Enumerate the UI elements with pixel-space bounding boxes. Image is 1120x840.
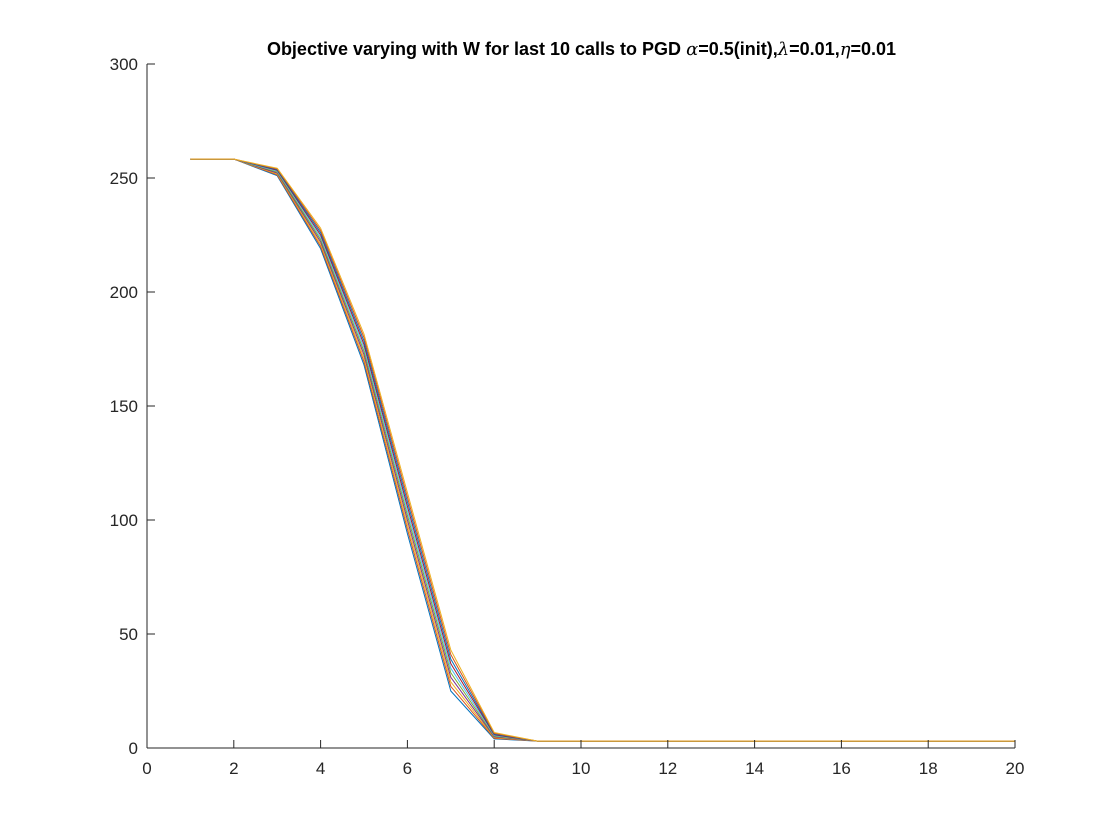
- series-line-1: [190, 158, 1015, 742]
- title-text-part: =0.01: [851, 39, 897, 59]
- series-line-2: [190, 158, 1015, 742]
- series-line-7: [190, 158, 1015, 742]
- series-line-4: [190, 158, 1015, 742]
- plot-lines: [190, 158, 1015, 742]
- series-line-3: [190, 158, 1015, 742]
- y-tick-label: 250: [110, 169, 138, 188]
- series-line-10: [190, 158, 1015, 742]
- x-tick-label: 0: [142, 759, 151, 778]
- y-tick-label: 150: [110, 397, 138, 416]
- x-tick-label: 8: [489, 759, 498, 778]
- x-tick-label: 14: [745, 759, 764, 778]
- x-tick-label: 18: [919, 759, 938, 778]
- x-tick-label: 20: [1006, 759, 1025, 778]
- title-greek-symbol: α: [686, 39, 698, 60]
- title-greek-symbol: η: [840, 39, 851, 60]
- y-tick-label: 300: [110, 55, 138, 74]
- title-greek-symbol: λ: [777, 39, 789, 60]
- x-tick-label: 6: [403, 759, 412, 778]
- series-line-8: [190, 158, 1015, 742]
- x-tick-label: 12: [658, 759, 677, 778]
- series-line-5: [190, 158, 1015, 742]
- y-tick-label: 0: [129, 739, 138, 758]
- x-tick-label: 10: [572, 759, 591, 778]
- axes: [146, 64, 1015, 749]
- title-text-part: =0.01,: [789, 39, 840, 59]
- y-tick-label: 50: [119, 625, 138, 644]
- x-tick-label: 16: [832, 759, 851, 778]
- series-line-6: [190, 158, 1015, 742]
- series-line-9: [190, 158, 1015, 742]
- title-text-part: =0.5(init),: [698, 39, 778, 59]
- x-tick-label: 4: [316, 759, 325, 778]
- y-tick-label: 100: [110, 511, 138, 530]
- chart-title: Objective varying with W for last 10 cal…: [267, 39, 896, 60]
- y-tick-label: 200: [110, 283, 138, 302]
- x-tick-label: 2: [229, 759, 238, 778]
- title-text-part: Objective varying with W for last 10 cal…: [267, 39, 686, 59]
